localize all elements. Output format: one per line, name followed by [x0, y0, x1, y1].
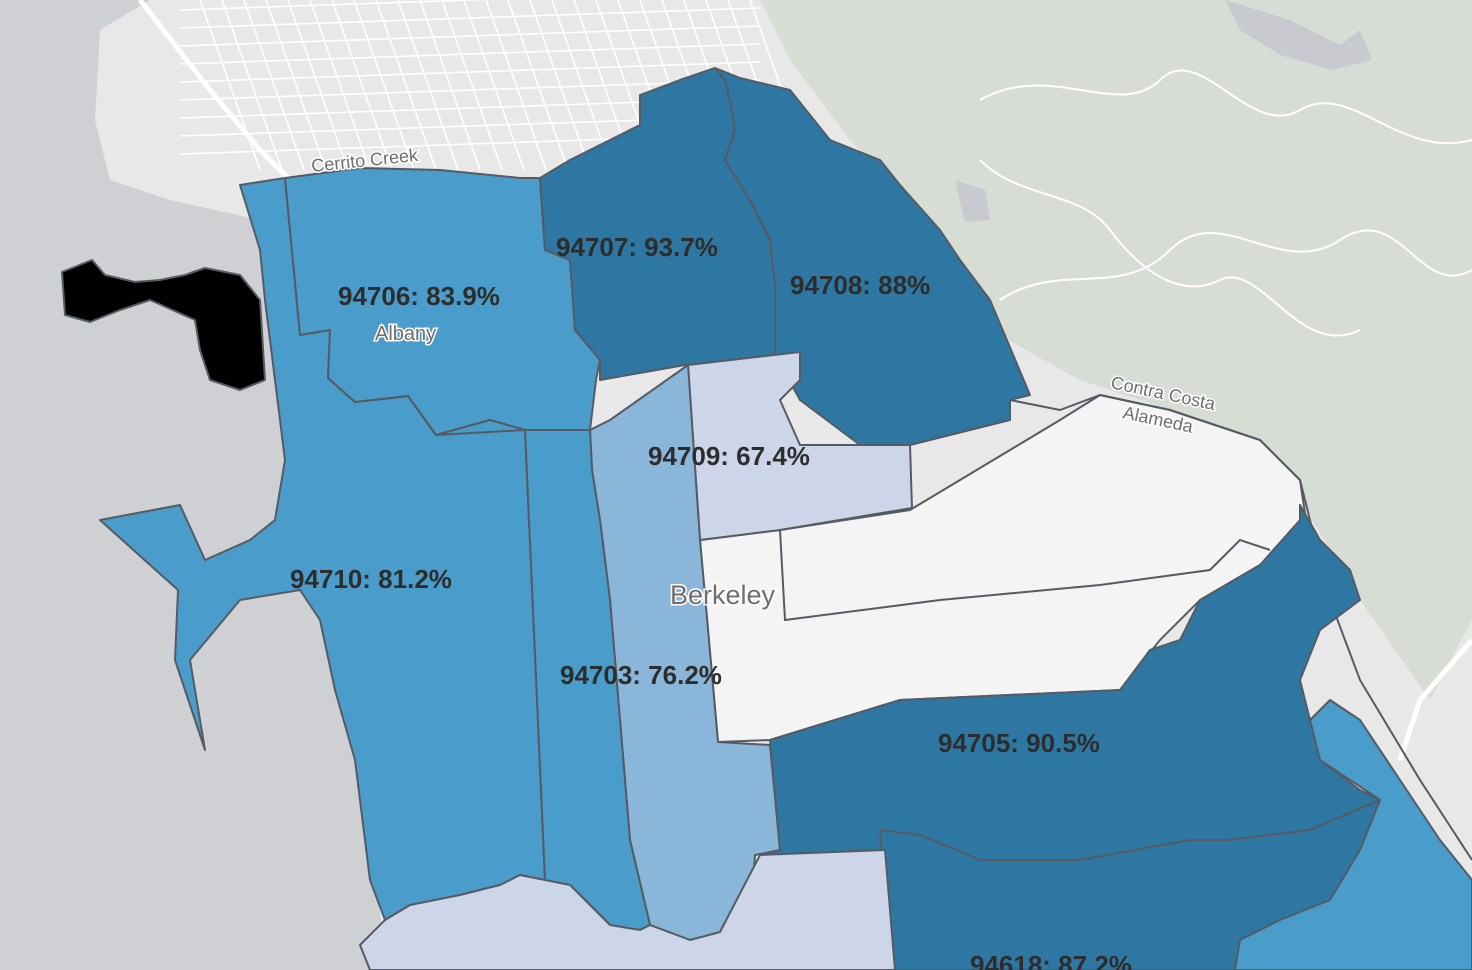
small-reservoir-water [955, 180, 990, 222]
street-segment [179, 43, 761, 65]
highway [1397, 638, 1472, 761]
unshaded-boundary [779, 529, 1271, 622]
zip-area-94609[interactable] [1234, 699, 1472, 970]
bay-water [0, 0, 390, 970]
zip-polygons [61, 67, 1472, 970]
reservoir-water [1225, 0, 1372, 70]
street-segment [529, 0, 591, 171]
street-segment [179, 7, 761, 29]
place-label-albany: Albany [375, 323, 436, 345]
street-segment [551, 0, 613, 171]
freeway [138, 0, 302, 192]
zip-label-94706: 94706: 83.9% [338, 281, 500, 311]
street-segment [441, 0, 503, 171]
county-line [1009, 393, 1472, 861]
street-segment [179, 61, 761, 83]
street-segment [353, 0, 415, 171]
street-segment [309, 0, 371, 171]
zip-label-94710: 94710: 81.2% [290, 564, 452, 594]
street-segment [397, 0, 459, 171]
street-segment [287, 0, 349, 171]
street-segment [265, 0, 327, 171]
hill-road [979, 69, 1472, 145]
place-label-berkeley: Berkeley [670, 580, 776, 610]
street-segment [463, 0, 525, 171]
hills-parkland [760, 0, 1472, 700]
zip-label-94705: 94705: 90.5% [938, 728, 1100, 758]
street-segment [243, 0, 305, 171]
zip-area-94706[interactable] [284, 167, 601, 436]
street-segment [375, 0, 437, 171]
street-segment [179, 25, 761, 47]
street-segment [331, 0, 393, 171]
zip-area-south-west[interactable] [359, 849, 896, 970]
street-segment [221, 0, 283, 171]
zip-area-94708[interactable] [714, 67, 1031, 446]
street-segment [179, 79, 761, 101]
zip-area-94709[interactable] [687, 351, 913, 541]
street-segment [419, 0, 481, 171]
hill-road-2 [999, 229, 1472, 301]
ridge-trail [979, 159, 1361, 337]
zip-label-94618: 94618: 87.2% [970, 950, 1132, 970]
zip-label-94709: 94709: 67.4% [648, 441, 810, 471]
street-segment [179, 0, 494, 11]
zip-area-94710-west[interactable] [61, 259, 266, 391]
zip-label-94707: 94707: 93.7% [556, 232, 718, 262]
zip-label-94708: 94708: 88% [790, 270, 930, 300]
zip-label-94703: 94703: 76.2% [560, 660, 722, 690]
